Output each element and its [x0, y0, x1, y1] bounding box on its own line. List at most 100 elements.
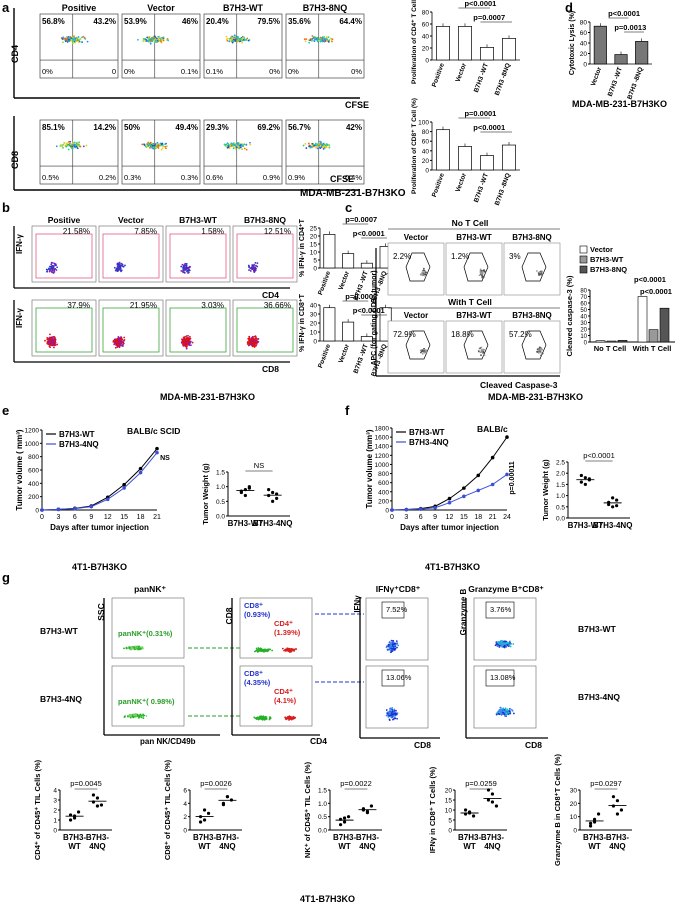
flow-dot: [248, 269, 250, 271]
flow-dot: [315, 38, 318, 41]
flow-dot: [504, 711, 507, 714]
flow-dot: [508, 710, 510, 712]
flow-dot: [238, 147, 240, 150]
header-with-t-cell: With T Cell: [448, 297, 492, 307]
flow-dot: [540, 348, 542, 351]
y-tick-label: 10: [310, 250, 318, 257]
legend-label: B7H3-WT: [590, 255, 624, 264]
flow-dot: [258, 647, 261, 650]
group-title: B7H3-WT: [456, 311, 492, 320]
flow-dot: [421, 352, 424, 355]
flow-dot: [496, 712, 498, 715]
flow-dot: [53, 339, 55, 341]
flow-dot: [390, 651, 392, 654]
flow-dot: [509, 645, 512, 648]
flow-dot: [395, 712, 397, 715]
flow-plot-frame: [111, 665, 185, 727]
flow-dot: [314, 143, 317, 146]
legend-swatch: [579, 265, 588, 274]
x-tick-label: 18: [474, 514, 482, 521]
flow-dot: [55, 145, 58, 148]
flow-dot: [146, 40, 148, 43]
flow-dot: [131, 647, 134, 650]
data-point: [346, 815, 351, 819]
flow-dot: [241, 148, 243, 151]
flow-dot: [81, 36, 83, 39]
flow-plot-frame: [232, 225, 298, 283]
flow-dot: [75, 40, 77, 42]
quadrant-ul-pct: 35.6%: [288, 17, 311, 26]
flow-dot: [389, 714, 392, 716]
group-title: Vector: [147, 3, 175, 13]
x-tick-label: Positive: [317, 343, 332, 369]
flow-dot: [249, 270, 252, 272]
flow-xlabel: CD8: [525, 740, 542, 750]
p-value: p<0.0001: [353, 229, 385, 238]
flow-dot: [392, 648, 395, 650]
gate-box: [236, 307, 294, 353]
data-point: [56, 507, 61, 512]
flow-dot: [48, 270, 51, 273]
flow-plot-frame: [31, 225, 97, 283]
x-tick-label: 4NQ: [484, 842, 500, 851]
flow-plot-frame: [121, 119, 201, 185]
y-tick-label: 600: [28, 468, 39, 475]
data-point: [95, 796, 100, 800]
quadrant-ur-pct: 64.4%: [339, 17, 362, 26]
y-tick-label: 1800: [375, 426, 390, 433]
flow-dot: [143, 143, 145, 146]
flow-dot: [421, 350, 424, 353]
x-axis-label: Days after tumor injection: [50, 523, 149, 532]
data-point: [615, 504, 619, 508]
y-tick-label: 2: [53, 808, 57, 815]
legend-label: B7H3-WT: [59, 430, 95, 439]
series-line: [41, 452, 158, 511]
y-tick-label: 80: [422, 10, 430, 17]
flow-dot: [160, 148, 163, 151]
flow-dot: [82, 145, 85, 148]
y-tick-label: 2: [183, 814, 187, 821]
flow-dot: [283, 649, 286, 652]
y-tick-label: 15: [310, 242, 318, 249]
flow-dot: [263, 649, 265, 652]
flow-dot: [183, 271, 186, 274]
gate-pct: 12.51%: [264, 227, 291, 236]
y-tick-label: 1.5: [216, 470, 225, 477]
flow-dot: [246, 341, 249, 344]
flow-dot: [53, 270, 56, 273]
flow-dot: [241, 37, 244, 40]
gate-pct: 7.52%: [386, 605, 408, 614]
flow-plot-frame: [203, 13, 283, 79]
flow-dot: [123, 336, 126, 339]
flow-dot: [313, 40, 316, 43]
data-point: [105, 497, 110, 502]
data-point: [583, 476, 587, 480]
p-value: p=0.0022: [340, 779, 372, 788]
flow-plot-frame: [503, 320, 561, 374]
flow-dot: [142, 38, 145, 40]
flow-dot: [86, 40, 89, 43]
flow-population: [180, 262, 191, 274]
x-tick-label: Vector: [590, 66, 604, 88]
flow-population: [302, 140, 331, 150]
flow-dot: [115, 339, 117, 342]
flow-population: [494, 639, 515, 649]
flow-dot: [255, 342, 258, 345]
flow-population: [123, 713, 148, 720]
flow-dot: [302, 144, 305, 147]
data-point: [463, 808, 468, 812]
flow-population: [247, 261, 259, 273]
flow-dot: [164, 145, 167, 148]
x-tick-label: WT: [198, 842, 211, 851]
flow-dot: [50, 263, 53, 266]
y-tick-label: 4: [183, 801, 187, 808]
y-tick-label: 0: [183, 828, 187, 835]
gate-pct: CD8⁺: [244, 601, 263, 610]
flow-dot: [538, 348, 540, 350]
flow-dot: [121, 345, 124, 348]
flow-dot: [115, 342, 117, 345]
quadrant-ur-pct: 69.2%: [257, 123, 280, 132]
flow-dot: [423, 272, 426, 274]
bar: [360, 262, 373, 269]
